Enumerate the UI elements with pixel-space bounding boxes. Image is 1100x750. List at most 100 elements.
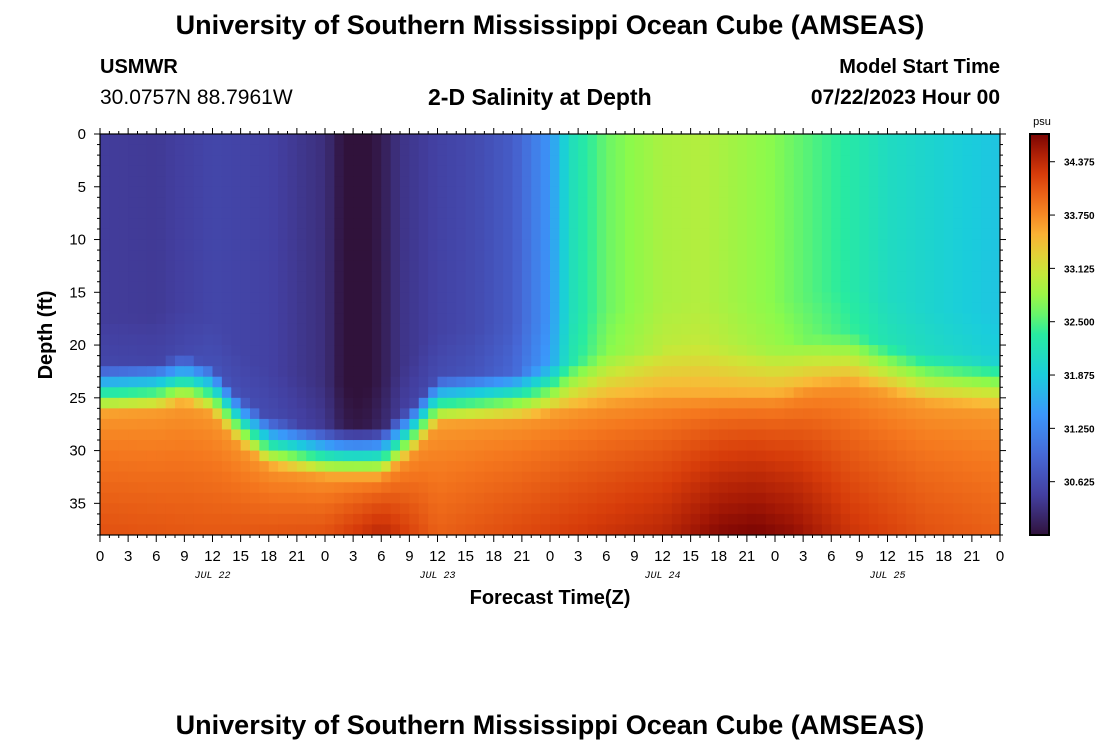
heatmap-cell bbox=[493, 524, 504, 535]
x-tick-label: 6 bbox=[827, 548, 835, 565]
heatmap-cell bbox=[315, 218, 326, 230]
heatmap-cell bbox=[250, 440, 260, 452]
heatmap-cell bbox=[868, 144, 879, 156]
heatmap-cell bbox=[390, 418, 401, 431]
heatmap-cell bbox=[906, 429, 917, 441]
heatmap-cell bbox=[278, 134, 289, 146]
heatmap-cell bbox=[709, 440, 720, 452]
y-tick-label: 25 bbox=[69, 390, 86, 407]
heatmap-cell bbox=[615, 302, 626, 314]
heatmap-cell bbox=[578, 524, 589, 535]
heatmap-cell bbox=[840, 418, 851, 431]
heatmap-cell bbox=[409, 524, 420, 535]
heatmap-cell bbox=[971, 408, 982, 420]
heatmap-cell bbox=[709, 429, 720, 441]
heatmap-cell bbox=[850, 387, 860, 399]
heatmap-cell bbox=[915, 260, 926, 272]
heatmap-cell bbox=[287, 461, 298, 473]
heatmap-cell bbox=[718, 250, 729, 262]
heatmap-cell bbox=[306, 429, 317, 441]
heatmap-cell bbox=[437, 418, 448, 431]
heatmap-cell bbox=[362, 144, 373, 156]
heatmap-cell bbox=[521, 302, 532, 314]
heatmap-cell bbox=[765, 503, 776, 515]
heatmap-cell bbox=[521, 408, 532, 420]
heatmap-cell bbox=[437, 461, 448, 473]
heatmap-cell bbox=[287, 440, 298, 452]
heatmap-cell bbox=[550, 197, 560, 209]
heatmap-cell bbox=[700, 461, 710, 473]
heatmap-cell bbox=[146, 176, 157, 188]
heatmap-cell bbox=[587, 144, 598, 156]
heatmap-cell bbox=[643, 345, 654, 357]
heatmap-cell bbox=[793, 366, 804, 378]
heatmap-cell bbox=[231, 155, 242, 167]
heatmap-cell bbox=[868, 186, 879, 198]
heatmap-cell bbox=[737, 323, 748, 336]
heatmap-cell bbox=[700, 134, 710, 146]
heatmap-cell bbox=[100, 471, 110, 483]
heatmap-cell bbox=[465, 250, 476, 262]
heatmap-cell bbox=[446, 355, 457, 367]
heatmap-cell bbox=[943, 144, 954, 156]
heatmap-cell bbox=[259, 250, 270, 262]
heatmap-cell bbox=[175, 408, 185, 420]
heatmap-cell bbox=[231, 302, 242, 314]
heatmap-cell bbox=[371, 144, 382, 156]
heatmap-cell bbox=[578, 376, 589, 388]
heatmap-cell bbox=[962, 376, 973, 388]
heatmap-cell bbox=[334, 345, 345, 357]
heatmap-cell bbox=[484, 271, 495, 283]
heatmap-cell bbox=[915, 186, 926, 198]
heatmap-cell bbox=[503, 250, 514, 262]
heatmap-cell bbox=[137, 387, 148, 399]
heatmap-cell bbox=[221, 513, 232, 526]
heatmap-cell bbox=[831, 482, 842, 494]
heatmap-cell bbox=[943, 503, 954, 515]
heatmap-cell bbox=[625, 313, 635, 325]
heatmap-cell bbox=[868, 313, 879, 325]
heatmap-cell bbox=[756, 271, 767, 283]
heatmap-cell bbox=[231, 440, 242, 452]
heatmap-cell bbox=[775, 513, 785, 526]
heatmap-cell bbox=[587, 345, 598, 357]
heatmap-cell bbox=[456, 334, 467, 346]
heatmap-cell bbox=[128, 450, 139, 462]
heatmap-cell bbox=[943, 239, 954, 251]
heatmap-cell bbox=[465, 260, 476, 272]
heatmap-cell bbox=[353, 281, 364, 293]
heatmap-cell bbox=[278, 366, 289, 378]
heatmap-cell bbox=[831, 186, 842, 198]
x-tick-label: 15 bbox=[907, 548, 924, 565]
heatmap-cell bbox=[606, 450, 617, 462]
heatmap-cell bbox=[484, 239, 495, 251]
heatmap-cell bbox=[156, 271, 167, 283]
heatmap-cell bbox=[334, 239, 345, 251]
heatmap-cell bbox=[193, 239, 204, 251]
heatmap-cell bbox=[250, 292, 260, 304]
heatmap-cell bbox=[625, 176, 635, 188]
heatmap-cell bbox=[475, 345, 485, 357]
heatmap-cell bbox=[531, 482, 542, 494]
heatmap-cell bbox=[306, 302, 317, 314]
heatmap-cell bbox=[362, 440, 373, 452]
heatmap-cell bbox=[240, 355, 251, 367]
heatmap-cell bbox=[184, 418, 195, 431]
heatmap-cell bbox=[821, 492, 832, 504]
heatmap-cell bbox=[587, 450, 598, 462]
heatmap-cell bbox=[765, 281, 776, 293]
heatmap-cell bbox=[278, 302, 289, 314]
heatmap-cell bbox=[165, 302, 176, 314]
heatmap-cell bbox=[512, 376, 523, 388]
heatmap-cell bbox=[700, 186, 710, 198]
heatmap-cell bbox=[728, 471, 739, 483]
heatmap-cell bbox=[981, 450, 992, 462]
heatmap-cell bbox=[240, 239, 251, 251]
heatmap-cell bbox=[109, 302, 120, 314]
heatmap-cell bbox=[212, 165, 223, 177]
heatmap-cell bbox=[887, 355, 898, 367]
heatmap-cell bbox=[540, 376, 551, 388]
heatmap-cell bbox=[906, 323, 917, 336]
heatmap-cell bbox=[325, 144, 335, 156]
heatmap-cell bbox=[165, 471, 176, 483]
